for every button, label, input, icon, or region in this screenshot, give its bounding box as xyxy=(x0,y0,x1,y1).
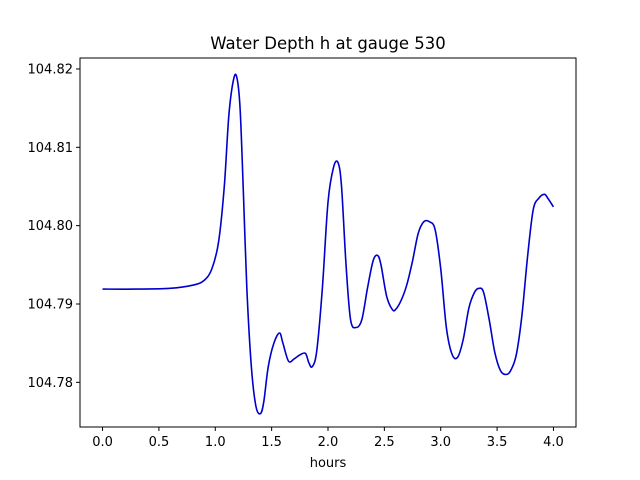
y-tick-label: 104.80 xyxy=(28,219,74,234)
x-tick-label: 0.5 xyxy=(149,435,170,450)
y-tick-label: 104.81 xyxy=(28,141,74,156)
series-line-0 xyxy=(102,73,555,415)
x-tick-label: 1.5 xyxy=(261,435,282,450)
y-axis-ticks: 104.78 104.79 104.80 104.81 104.82 xyxy=(28,62,80,391)
x-tick-label: 3.5 xyxy=(487,435,508,450)
x-tick-label: 4.0 xyxy=(543,435,564,450)
series-line-group xyxy=(102,73,555,415)
x-axis-ticks: 0.0 0.5 1.0 1.5 2.0 2.5 3.0 3.5 4.0 xyxy=(92,427,564,450)
y-tick-label: 104.79 xyxy=(28,298,74,313)
x-tick-label: 2.0 xyxy=(318,435,339,450)
x-tick-label: 3.0 xyxy=(430,435,451,450)
x-tick-label: 0.0 xyxy=(92,435,113,450)
x-axis-label: hours xyxy=(310,456,347,471)
chart-title: Water Depth h at gauge 530 xyxy=(210,34,445,53)
y-tick-label: 104.82 xyxy=(28,62,74,77)
x-tick-label: 2.5 xyxy=(374,435,395,450)
x-tick-label: 1.0 xyxy=(205,435,226,450)
y-tick-label: 104.78 xyxy=(28,376,74,391)
